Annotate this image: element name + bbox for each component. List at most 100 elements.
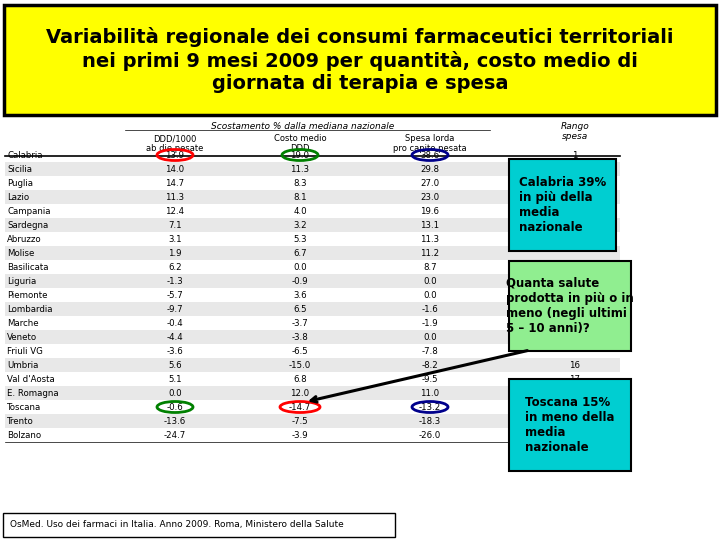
- Text: 3.1: 3.1: [168, 234, 182, 244]
- Text: 12.4: 12.4: [166, 206, 184, 215]
- Text: -13.2: -13.2: [419, 402, 441, 411]
- Text: 0.0: 0.0: [423, 276, 437, 286]
- Text: Lombardia: Lombardia: [7, 305, 53, 314]
- Bar: [5, 400, 620, 414]
- Text: Scostamento % dalla mediana nazionale: Scostamento % dalla mediana nazionale: [211, 122, 394, 131]
- Text: 0.0: 0.0: [293, 262, 307, 272]
- Text: 3.6: 3.6: [293, 291, 307, 300]
- Text: 14.0: 14.0: [166, 165, 184, 173]
- FancyBboxPatch shape: [509, 379, 631, 471]
- Text: 3: 3: [572, 179, 577, 187]
- Text: Puglia: Puglia: [7, 179, 33, 187]
- Bar: [5, 330, 620, 344]
- Text: Marche: Marche: [7, 319, 39, 327]
- Text: 11.3: 11.3: [290, 165, 310, 173]
- Text: 17: 17: [570, 375, 580, 383]
- Text: 0.0: 0.0: [423, 333, 437, 341]
- Text: 16: 16: [570, 361, 580, 369]
- Text: 14.7: 14.7: [166, 179, 184, 187]
- Bar: [5, 316, 620, 330]
- Text: Abruzzo: Abruzzo: [7, 234, 42, 244]
- Text: E. Romagna: E. Romagna: [7, 388, 58, 397]
- FancyBboxPatch shape: [509, 159, 616, 251]
- Text: -0.6: -0.6: [166, 402, 184, 411]
- Bar: [5, 218, 620, 232]
- Text: Spesa lorda
pro capite pesata: Spesa lorda pro capite pesata: [393, 134, 467, 153]
- Text: 11.3: 11.3: [420, 234, 440, 244]
- Text: 6: 6: [572, 220, 577, 230]
- Text: -7.5: -7.5: [292, 416, 308, 426]
- Text: 11.0: 11.0: [420, 388, 440, 397]
- Text: 8.1: 8.1: [293, 192, 307, 201]
- Bar: [5, 260, 620, 274]
- Text: 7.1: 7.1: [168, 220, 182, 230]
- Text: 12.0: 12.0: [290, 388, 310, 397]
- Text: -9.7: -9.7: [167, 305, 184, 314]
- Text: -5.7: -5.7: [166, 291, 184, 300]
- Text: Piemonte: Piemonte: [7, 291, 48, 300]
- Text: 2: 2: [572, 165, 577, 173]
- Text: -18.3: -18.3: [419, 416, 441, 426]
- Text: Liguria: Liguria: [7, 276, 36, 286]
- Text: -4.4: -4.4: [166, 333, 184, 341]
- Text: -13.6: -13.6: [164, 416, 186, 426]
- Text: 3.2: 3.2: [293, 220, 307, 230]
- Text: Veneto: Veneto: [7, 333, 37, 341]
- Text: Campania: Campania: [7, 206, 50, 215]
- Bar: [5, 274, 620, 288]
- Text: Lazio: Lazio: [7, 192, 29, 201]
- Text: Costo medio
DDD: Costo medio DDD: [274, 134, 326, 153]
- Text: 1: 1: [572, 430, 577, 440]
- Bar: [5, 246, 620, 260]
- Text: 5.3: 5.3: [293, 234, 307, 244]
- Text: 1: 1: [572, 151, 577, 159]
- Text: Toscana 15%
in meno della
media
nazionale: Toscana 15% in meno della media nazional…: [526, 396, 615, 454]
- Text: Trento: Trento: [7, 416, 34, 426]
- Text: 5.6: 5.6: [168, 361, 182, 369]
- Text: 7: 7: [572, 234, 577, 244]
- Text: -3.6: -3.6: [166, 347, 184, 355]
- Text: Calabria 39%
in più della
media
nazionale: Calabria 39% in più della media nazional…: [519, 176, 606, 234]
- Text: -0.9: -0.9: [292, 276, 308, 286]
- Text: 4.0: 4.0: [293, 206, 307, 215]
- Text: 13.1: 13.1: [420, 220, 440, 230]
- Text: -3.9: -3.9: [292, 430, 308, 440]
- Text: 6.7: 6.7: [293, 248, 307, 258]
- Bar: [5, 288, 620, 302]
- Text: OsMed. Uso dei farmaci in Italia. Anno 2009. Roma, Ministero della Salute: OsMed. Uso dei farmaci in Italia. Anno 2…: [10, 521, 343, 530]
- Bar: [5, 386, 620, 400]
- Bar: [5, 148, 620, 162]
- Text: -6.5: -6.5: [292, 347, 308, 355]
- Text: 19.6: 19.6: [420, 206, 439, 215]
- Text: -9.5: -9.5: [422, 375, 438, 383]
- FancyBboxPatch shape: [509, 261, 631, 351]
- Text: -8.2: -8.2: [422, 361, 438, 369]
- Bar: [5, 232, 620, 246]
- Text: Toscana: Toscana: [7, 402, 41, 411]
- Text: 6.2: 6.2: [168, 262, 182, 272]
- Text: -24.7: -24.7: [164, 430, 186, 440]
- Text: Friuli VG: Friuli VG: [7, 347, 43, 355]
- Text: Calabria: Calabria: [7, 151, 42, 159]
- Text: 5.1: 5.1: [168, 375, 182, 383]
- Bar: [5, 428, 620, 442]
- Text: 1.9: 1.9: [168, 248, 181, 258]
- Text: 8.7: 8.7: [423, 262, 437, 272]
- Text: Variabilità regionale dei consumi farmaceutici territoriali
nei primi 9 mesi 200: Variabilità regionale dei consumi farmac…: [46, 28, 674, 92]
- Text: -1.6: -1.6: [422, 305, 438, 314]
- Text: -1.3: -1.3: [166, 276, 184, 286]
- Text: 6.8: 6.8: [293, 375, 307, 383]
- Text: -14.7: -14.7: [289, 402, 311, 411]
- Text: Quanta salute
prodotta in più o in
meno (negli ultimi
5 – 10 anni)?: Quanta salute prodotta in più o in meno …: [506, 277, 634, 335]
- Text: -3.7: -3.7: [292, 319, 308, 327]
- Bar: [5, 302, 620, 316]
- Text: Rango
spesa: Rango spesa: [561, 122, 590, 141]
- Text: 0: 0: [572, 416, 577, 426]
- Text: 27.0: 27.0: [420, 179, 440, 187]
- Text: -1.9: -1.9: [422, 319, 438, 327]
- Bar: [5, 372, 620, 386]
- Bar: [5, 414, 620, 428]
- Text: 4: 4: [572, 192, 577, 201]
- Text: -3.8: -3.8: [292, 333, 308, 341]
- FancyBboxPatch shape: [3, 513, 395, 537]
